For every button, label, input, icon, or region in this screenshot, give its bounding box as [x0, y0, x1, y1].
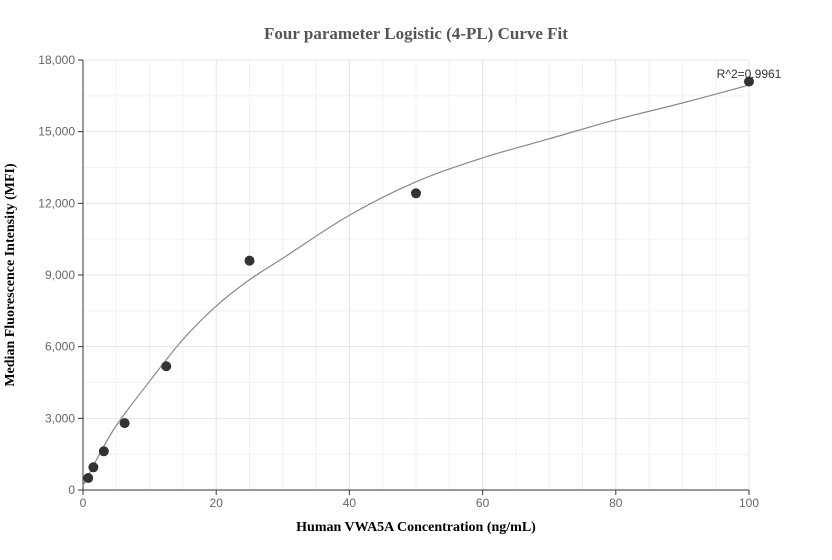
y-tick-label: 0 [68, 483, 75, 497]
data-point [119, 418, 130, 429]
x-tick-label: 100 [739, 496, 759, 510]
x-tick-label: 0 [80, 496, 87, 510]
y-tick-label: 15,000 [38, 125, 75, 139]
data-point [411, 188, 421, 199]
fit-curve [82, 84, 750, 486]
data-point [98, 446, 109, 457]
data-point [83, 473, 94, 484]
x-tick-label: 20 [210, 496, 224, 510]
data-point [161, 361, 172, 372]
y-tick-label: 3,000 [45, 411, 75, 425]
data-point [744, 76, 754, 87]
y-tick-label: 6,000 [45, 340, 75, 354]
y-axis-title: Median Fluorescence Intensity (MFI) [3, 163, 18, 387]
y-tick-label: 12,000 [38, 196, 75, 210]
r-squared-annotation: R^2=0.9961 [717, 67, 782, 81]
chart-title: Four parameter Logistic (4-PL) Curve Fit [264, 24, 568, 43]
tick-labels: 0 20 40 60 80 100 0 3,000 6,000 9,000 12,000 15,000… [38, 53, 759, 510]
data-point [244, 255, 255, 266]
x-tick-label: 80 [609, 496, 623, 510]
x-axis-title: Human VWA5A Concentration (ng/mL) [296, 520, 536, 535]
y-tick-label: 9,000 [45, 268, 75, 282]
data-points [83, 76, 754, 484]
axes [78, 59, 750, 495]
major-grid [83, 59, 750, 490]
data-point [88, 462, 99, 473]
x-tick-label: 40 [343, 496, 357, 510]
y-tick-label: 18,000 [38, 53, 75, 67]
x-tick-label: 60 [476, 496, 490, 510]
